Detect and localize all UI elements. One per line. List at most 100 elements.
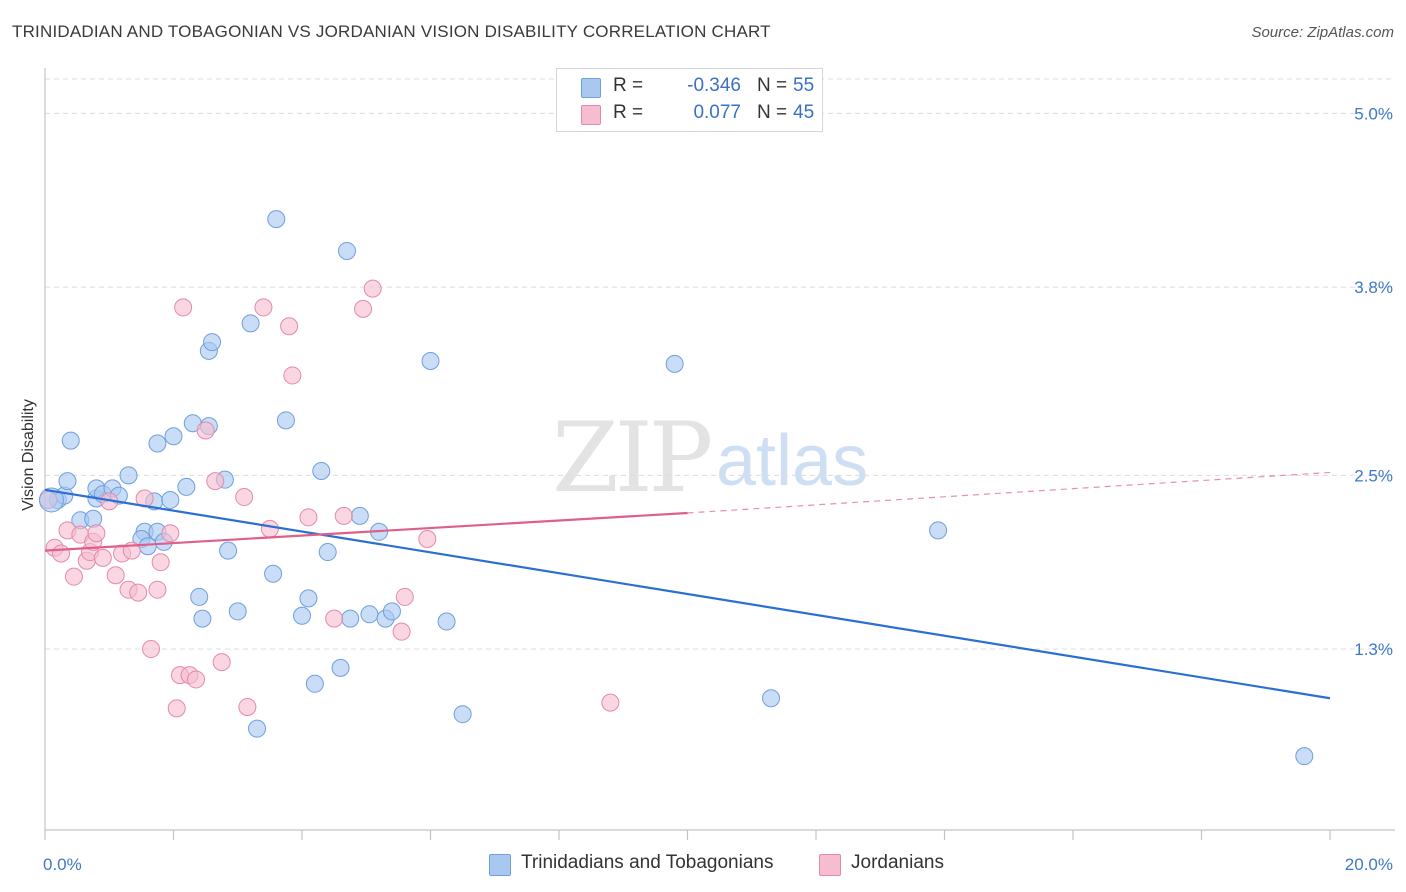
point-jordanian — [299, 508, 318, 527]
point-trinidadian — [177, 477, 196, 496]
point-jordanian — [151, 553, 170, 572]
legend-swatch-blue — [489, 854, 511, 876]
point-jordanian — [148, 580, 167, 599]
point-jordanian — [418, 530, 437, 549]
point-jordanian — [106, 566, 125, 585]
point-jordanian — [601, 693, 620, 712]
x-tick-label: 20.0% — [1345, 855, 1393, 874]
legend-swatch-pink — [581, 105, 601, 125]
point-trinidadian — [305, 674, 324, 693]
legend-swatch-blue — [581, 78, 601, 98]
point-trinidadian — [350, 506, 369, 525]
point-jordanian — [392, 622, 411, 641]
point-jordanian — [161, 524, 180, 543]
point-jordanian — [395, 587, 414, 606]
point-trinidadian — [331, 658, 350, 677]
trend-line-jordanian-extrapolated — [687, 471, 1331, 514]
chart-title: TRINIDADIAN AND TOBAGONIAN VS JORDANIAN … — [12, 22, 771, 41]
x-tick-labels: 0.0% 20.0% — [43, 855, 1393, 874]
point-trinidadian — [248, 719, 267, 738]
source-credit: Source: ZipAtlas.com — [1251, 24, 1394, 41]
data-points — [38, 210, 1314, 766]
point-trinidadian — [437, 612, 456, 631]
trend-lines — [44, 471, 1331, 700]
point-jordanian — [254, 298, 273, 317]
point-trinidadian — [219, 541, 238, 560]
point-trinidadian — [38, 487, 64, 513]
point-jordanian — [283, 366, 302, 385]
legend-label: Trinidadians and Tobagonians — [521, 852, 774, 873]
point-trinidadian — [241, 314, 260, 333]
point-trinidadian — [193, 609, 212, 628]
point-trinidadian — [203, 333, 222, 352]
point-trinidadian — [276, 411, 295, 430]
point-jordanian — [334, 506, 353, 525]
point-trinidadian — [453, 705, 472, 724]
point-trinidadian — [929, 521, 948, 540]
point-trinidadian — [161, 490, 180, 509]
point-trinidadian — [762, 689, 781, 708]
point-jordanian — [64, 567, 83, 586]
point-trinidadian — [119, 466, 138, 485]
point-jordanian — [235, 488, 254, 507]
point-jordanian — [142, 640, 161, 659]
point-jordanian — [238, 697, 257, 716]
point-jordanian — [52, 544, 71, 563]
point-trinidadian — [148, 434, 167, 453]
point-trinidadian — [360, 605, 379, 624]
legend-r-label: R = — [613, 75, 644, 96]
legend-label: Jordanians — [851, 852, 944, 873]
point-trinidadian — [299, 589, 318, 608]
point-jordanian — [280, 317, 299, 336]
legend-n-label: N = — [757, 102, 788, 123]
grid-lines — [45, 78, 1395, 650]
point-jordanian — [93, 548, 112, 567]
y-tick-label: 3.8% — [1354, 278, 1393, 297]
y-tick-label: 5.0% — [1354, 104, 1393, 123]
point-jordanian — [325, 609, 344, 628]
point-jordanian — [206, 472, 225, 491]
point-jordanian — [167, 699, 186, 718]
point-jordanian — [354, 299, 373, 318]
point-trinidadian — [318, 543, 337, 562]
point-trinidadian — [190, 587, 209, 606]
point-trinidadian — [382, 602, 401, 621]
point-trinidadian — [267, 210, 286, 229]
point-trinidadian — [1295, 747, 1314, 766]
point-trinidadian — [58, 472, 77, 491]
stats-legend: R = -0.346 N = 55 R = 0.077 N = 45 — [556, 68, 823, 132]
axes — [44, 68, 1395, 840]
point-jordanian — [260, 519, 279, 538]
point-trinidadian — [228, 602, 247, 621]
y-tick-label: 1.3% — [1354, 640, 1393, 659]
point-jordanian — [363, 279, 382, 298]
point-trinidadian — [421, 351, 440, 370]
trend-line-trinidadian — [44, 488, 1331, 700]
y-tick-label: 2.5% — [1354, 466, 1393, 485]
legend-r-value: 0.077 — [693, 102, 741, 123]
point-jordanian — [129, 583, 148, 602]
point-trinidadian — [337, 241, 356, 260]
y-tick-labels: 1.3% 2.5% 3.8% 5.0% — [1354, 104, 1393, 659]
point-trinidadian — [293, 606, 311, 625]
watermark-atlas: atlas — [716, 421, 869, 501]
point-trinidadian — [264, 564, 283, 583]
point-trinidadian — [138, 537, 157, 556]
legend-r-label: R = — [613, 102, 644, 123]
legend-r-value: -0.346 — [687, 75, 741, 96]
legend-n-value: 45 — [793, 102, 815, 123]
point-trinidadian — [665, 354, 684, 373]
point-jordanian — [174, 298, 193, 317]
point-trinidadian — [61, 431, 80, 450]
watermark-zip: ZIP — [552, 402, 713, 514]
point-trinidadian — [312, 461, 331, 480]
point-trinidadian — [341, 609, 360, 628]
legend-n-value: 55 — [793, 75, 815, 96]
point-jordanian — [186, 670, 205, 689]
legend-swatch-pink — [819, 854, 841, 876]
point-jordanian — [87, 524, 106, 543]
x-tick-label: 0.0% — [43, 855, 82, 874]
point-jordanian — [196, 421, 215, 440]
trend-line-jordanian — [44, 511, 688, 552]
